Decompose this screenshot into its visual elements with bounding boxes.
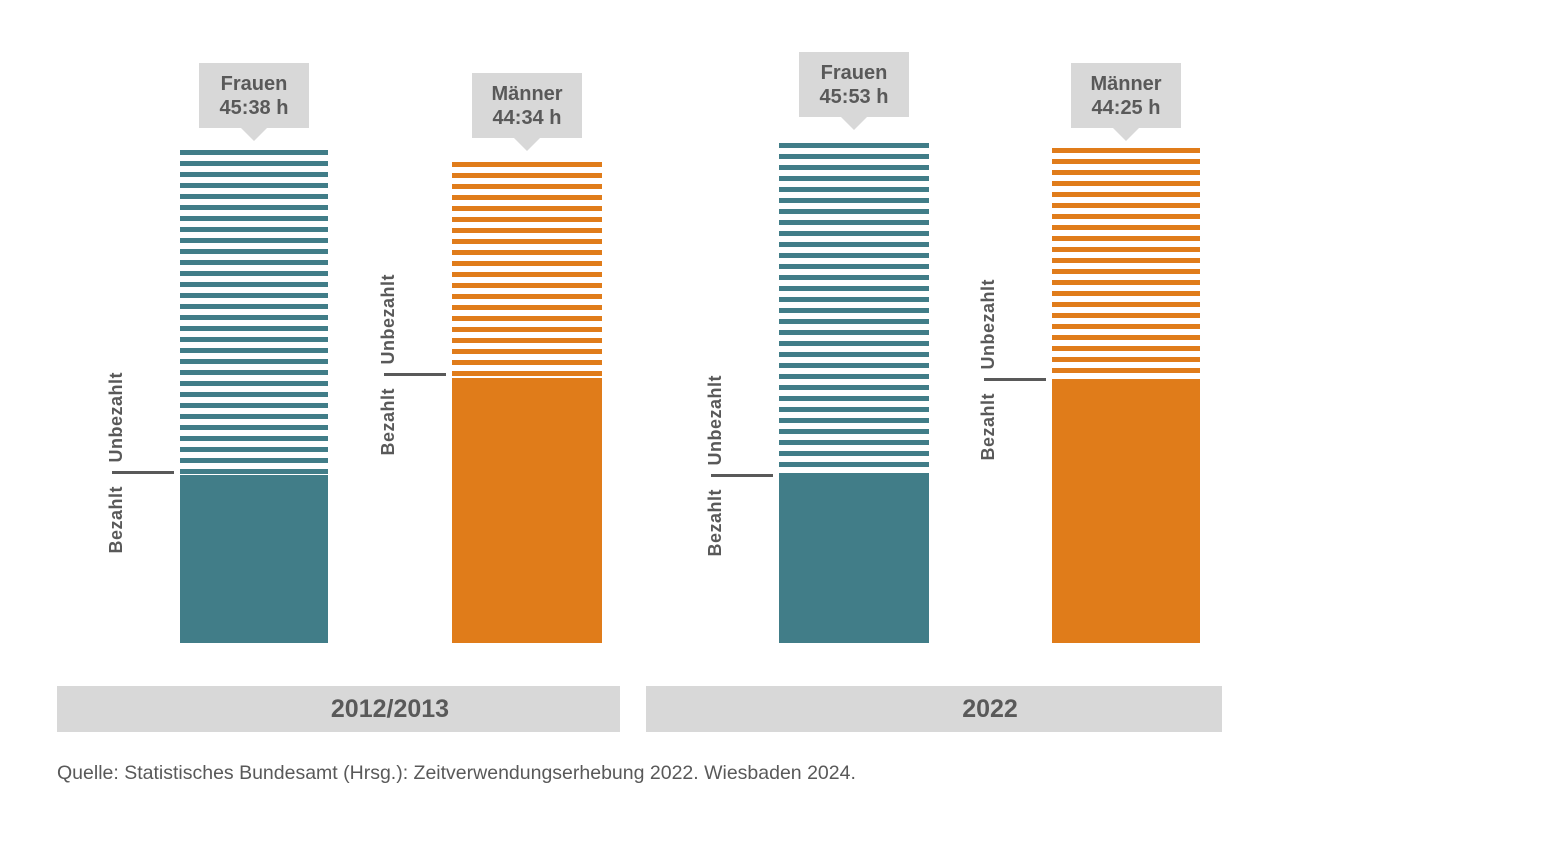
unbezahlt-label-maenner-2022: Unbezahlt: [978, 279, 998, 370]
unbezahlt-segment-frauen-2012-2013: [180, 150, 328, 475]
bubble-pointer-icon: [241, 128, 267, 141]
segment-divider-tick-maenner-2022: [984, 378, 1046, 381]
segment-divider-tick-frauen-2012-2013: [112, 471, 174, 474]
value-bubble-maenner-2012-2013: Männer 44:34 h: [472, 73, 582, 138]
bezahlt-segment-maenner-2022: [1052, 380, 1200, 643]
bubble-total-hours: 45:53 h: [819, 85, 889, 108]
bubble-pointer-icon: [514, 138, 540, 151]
unbezahlt-label-frauen-2022: Unbezahlt: [705, 375, 725, 466]
unbezahlt-segment-frauen-2022: [779, 143, 929, 477]
period-label-2022: 2022: [646, 686, 1222, 732]
bezahlt-segment-frauen-2022: [779, 477, 929, 643]
value-bubble-frauen-2012-2013: Frauen 45:38 h: [199, 63, 309, 128]
source-note: Quelle: Statistisches Bundesamt (Hrsg.):…: [57, 762, 856, 784]
bubble-pointer-icon: [1113, 128, 1139, 141]
unbezahlt-label-maenner-2012-2013: Unbezahlt: [378, 274, 398, 365]
segment-divider-tick-frauen-2022: [711, 474, 773, 477]
bubble-total-hours: 44:25 h: [1091, 96, 1161, 119]
unbezahlt-label-frauen-2012-2013: Unbezahlt: [106, 372, 126, 463]
bezahlt-label-frauen-2022: Bezahlt: [705, 489, 725, 557]
period-label-2012-2013: 2012/2013: [57, 686, 620, 732]
bubble-group-name: Männer: [1090, 72, 1162, 95]
bezahlt-segment-maenner-2012-2013: [452, 378, 602, 643]
bubble-group-name: Frauen: [820, 61, 888, 84]
bubble-total-hours: 44:34 h: [492, 106, 562, 129]
unbezahlt-segment-maenner-2022: [1052, 148, 1200, 380]
bezahlt-label-maenner-2012-2013: Bezahlt: [378, 388, 398, 456]
period-label-text: 2022: [962, 694, 1018, 723]
bubble-total-hours: 45:38 h: [219, 96, 289, 119]
bubble-pointer-icon: [841, 117, 867, 130]
value-bubble-maenner-2022: Männer 44:25 h: [1071, 63, 1181, 128]
bubble-group-name: Frauen: [220, 72, 288, 95]
bezahlt-segment-frauen-2012-2013: [180, 475, 328, 643]
segment-divider-tick-maenner-2012-2013: [384, 373, 446, 376]
unbezahlt-segment-maenner-2012-2013: [452, 162, 602, 378]
value-bubble-frauen-2022: Frauen 45:53 h: [799, 52, 909, 117]
bezahlt-label-frauen-2012-2013: Bezahlt: [106, 486, 126, 554]
bezahlt-label-maenner-2022: Bezahlt: [978, 393, 998, 461]
bubble-group-name: Männer: [491, 82, 563, 105]
period-label-text: 2012/2013: [330, 694, 450, 723]
